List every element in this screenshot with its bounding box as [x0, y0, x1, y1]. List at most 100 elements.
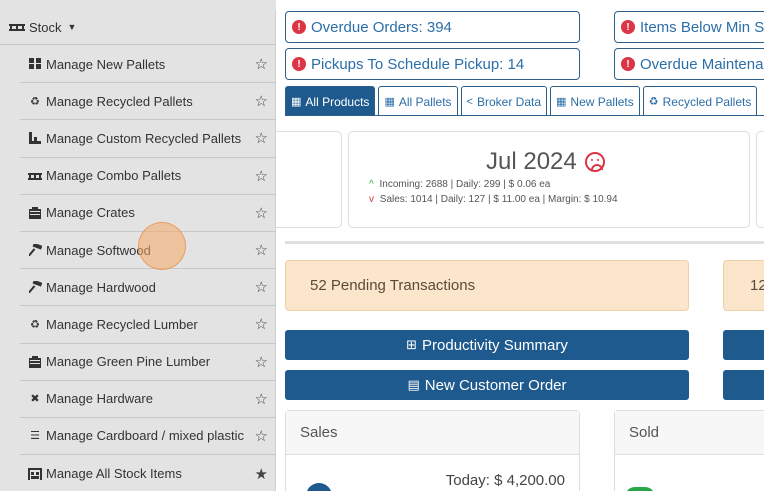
- sold-panel-header: Sold: [615, 411, 764, 455]
- alert-label: Overdue Orders: 394: [311, 18, 452, 36]
- sidebar-top-strip: [0, 0, 276, 10]
- sold-panel: Sold: [614, 410, 764, 491]
- document-icon: ▤: [407, 377, 420, 392]
- sidebar-item-label: Manage New Pallets: [46, 56, 166, 72]
- pallets-icon: [28, 57, 42, 71]
- productivity-summary-button[interactable]: ⊞ Productivity Summary: [285, 330, 689, 360]
- sidebar-item-label: Manage Recycled Lumber: [46, 316, 198, 332]
- sales-panel-title: Sales: [300, 424, 338, 441]
- sidebar-item-hardware[interactable]: ✖ Manage Hardware ☆: [20, 381, 276, 418]
- stock-menu-toggle[interactable]: Stock ▼: [0, 10, 276, 45]
- sidebar-item-hardwood[interactable]: Manage Hardwood ☆: [20, 269, 276, 307]
- tab-all-pallets[interactable]: ▦ All Pallets: [378, 86, 458, 116]
- star-outline-icon[interactable]: ☆: [254, 390, 268, 408]
- stock-submenu: Manage New Pallets ☆ ♻ Manage Recycled P…: [0, 46, 276, 491]
- tab-all-products[interactable]: ▦ All Products: [285, 86, 376, 116]
- star-outline-icon[interactable]: ☆: [254, 130, 268, 148]
- cursor-highlight: [138, 222, 186, 270]
- sidebar-item-new-pallets[interactable]: Manage New Pallets ☆: [20, 46, 276, 84]
- recycle-icon: ♻: [30, 95, 40, 108]
- sidebar-item-all-stock-items[interactable]: Manage All Stock Items ★: [20, 455, 276, 491]
- exclamation-circle-icon: !: [621, 57, 635, 71]
- sidebar-item-label: Manage Crates: [46, 205, 135, 221]
- pallets-icon: ▦: [384, 96, 395, 108]
- sidebar-item-label: Manage Combo Pallets: [46, 168, 182, 184]
- star-outline-icon[interactable]: ☆: [254, 427, 268, 445]
- sold-panel-title: Sold: [629, 424, 660, 441]
- pending-label: 52 Pending Transactions: [310, 277, 476, 294]
- star-outline-icon[interactable]: ☆: [254, 279, 268, 297]
- alert-items-below-min[interactable]: ! Items Below Min S: [614, 11, 764, 43]
- list-icon: ☰: [30, 430, 40, 443]
- exclamation-circle-icon: !: [292, 20, 306, 34]
- hammer-icon: [28, 243, 42, 257]
- custom-pallet-icon: [28, 131, 42, 145]
- sidebar-item-green-pine-lumber[interactable]: Manage Green Pine Lumber ☆: [20, 344, 276, 381]
- exclamation-circle-icon: !: [292, 57, 306, 71]
- stock-menu-label: Stock: [29, 19, 62, 35]
- star-outline-icon[interactable]: ☆: [254, 56, 268, 74]
- sidebar-item-label: Manage Hardwood: [46, 279, 156, 295]
- recycle-icon: ♻: [648, 96, 659, 108]
- star-outline-icon[interactable]: ☆: [254, 353, 268, 371]
- sales-icon: [306, 483, 332, 491]
- sidebar-item-combo-pallets[interactable]: Manage Combo Pallets ☆: [20, 158, 276, 195]
- tabs-underline: [285, 115, 764, 116]
- partial-button[interactable]: [723, 370, 764, 400]
- sidebar-item-softwood[interactable]: Manage Softwood ☆: [20, 232, 276, 270]
- summary-card-next: [756, 131, 764, 228]
- incoming-text: Incoming: 2688 | Daily: 299 | $ 0.06 ea: [379, 179, 551, 190]
- sidebar-item-label: Manage Recycled Pallets: [46, 93, 193, 109]
- alert-label: Pickups To Schedule Pickup: 14: [311, 55, 525, 73]
- sidebar-item-cardboard-plastic[interactable]: ☰ Manage Cardboard / mixed plastic ☆: [20, 418, 276, 456]
- tab-label: All Pallets: [398, 94, 452, 109]
- pending-stub-label: 12: [750, 277, 764, 294]
- month-title-text: Jul 2024: [486, 148, 577, 175]
- star-outline-icon[interactable]: ☆: [254, 93, 268, 111]
- pending-transactions-box[interactable]: 52 Pending Transactions: [285, 260, 689, 311]
- caret-down-icon: ▼: [67, 22, 77, 32]
- sales-line: v Sales: 1014 | Daily: 127 | $ 11.00 ea …: [369, 194, 618, 205]
- summary-card-previous: [276, 131, 342, 228]
- sidebar-item-label: Manage Cardboard / mixed plastic: [46, 428, 244, 444]
- sidebar-item-custom-recycled-pallets[interactable]: Manage Custom Recycled Pallets ☆: [20, 120, 276, 158]
- sales-today: Today: $ 4,200.00: [445, 472, 565, 489]
- sales-panel: Sales Today: $ 4,200.00: [285, 410, 580, 491]
- new-customer-order-button[interactable]: ▤ New Customer Order: [285, 370, 689, 400]
- hammer-icon: [28, 280, 42, 294]
- tab-recycled-pallets[interactable]: ♻ Recycled Pallets: [642, 86, 758, 116]
- chevron-up-icon: ^: [369, 179, 374, 190]
- alert-label: Overdue Maintenan: [640, 55, 764, 73]
- star-outline-icon[interactable]: ☆: [254, 204, 268, 222]
- sidebar-item-recycled-lumber[interactable]: ♻ Manage Recycled Lumber ☆: [20, 306, 276, 344]
- recycle-icon: ♻: [30, 318, 40, 331]
- sold-icon: [625, 487, 655, 491]
- sidebar-item-label: Manage Custom Recycled Pallets: [46, 130, 242, 146]
- star-filled-icon[interactable]: ★: [254, 465, 268, 483]
- star-outline-icon[interactable]: ☆: [254, 242, 268, 260]
- button-label: New Customer Order: [424, 376, 567, 394]
- tab-label: Broker Data: [476, 94, 541, 109]
- combo-pallet-icon: [28, 169, 42, 183]
- alert-overdue-orders[interactable]: ! Overdue Orders: 394: [285, 11, 580, 43]
- sidebar-item-label: Manage Softwood: [46, 242, 151, 258]
- sidebar-item-label: Manage Hardware: [46, 391, 153, 407]
- exclamation-circle-icon: !: [621, 20, 635, 34]
- tab-new-pallets[interactable]: ▦ New Pallets: [550, 86, 640, 116]
- sidebar-item-label: Manage All Stock Items: [46, 466, 182, 482]
- alert-pickups-to-schedule[interactable]: ! Pickups To Schedule Pickup: 14: [285, 48, 580, 80]
- star-outline-icon[interactable]: ☆: [254, 316, 268, 334]
- chevron-down-icon: v: [369, 194, 374, 205]
- star-outline-icon[interactable]: ☆: [254, 167, 268, 185]
- tools-icon: ✖: [30, 393, 40, 406]
- sales-text: Sales: 1014 | Daily: 127 | $ 11.00 ea | …: [379, 194, 618, 205]
- warehouse-icon: [28, 467, 42, 481]
- share-icon: <: [466, 95, 473, 108]
- alert-overdue-maintenance[interactable]: ! Overdue Maintenan: [614, 48, 764, 80]
- pending-box-partial[interactable]: 12: [723, 260, 764, 311]
- tab-broker-data[interactable]: < Broker Data: [460, 86, 547, 116]
- sidebar-item-recycled-pallets[interactable]: ♻ Manage Recycled Pallets ☆: [20, 83, 276, 121]
- pallets-icon: ▦: [291, 96, 302, 108]
- crate-icon: [28, 206, 42, 220]
- partial-button[interactable]: [723, 330, 764, 360]
